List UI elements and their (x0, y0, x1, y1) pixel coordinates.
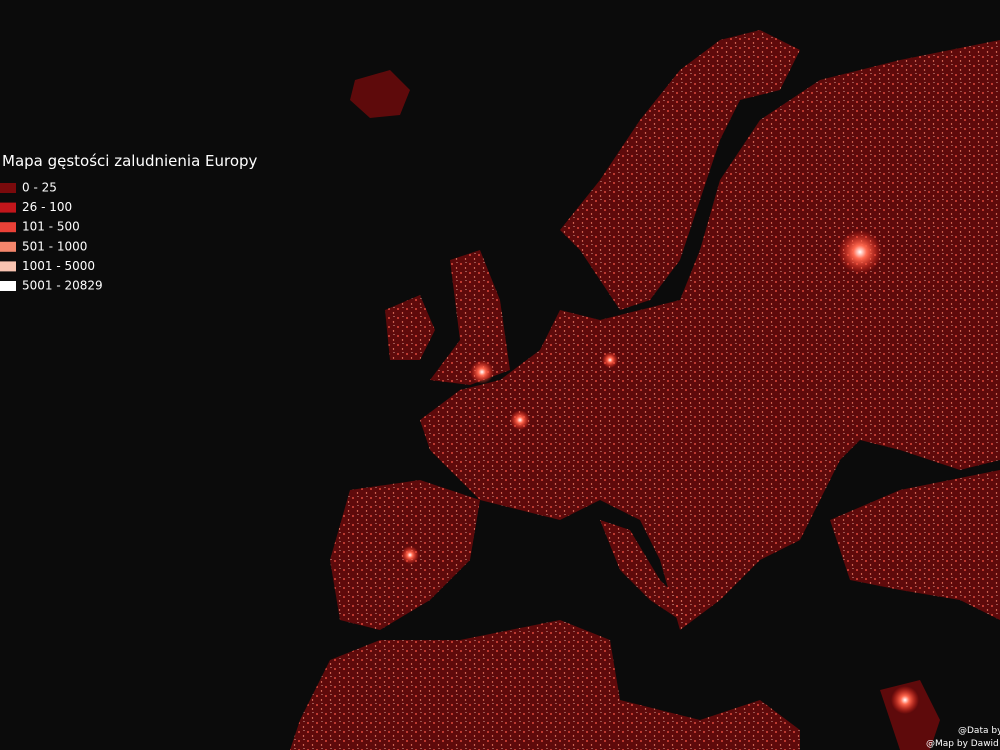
city-glows (401, 230, 919, 714)
legend-swatch (0, 281, 16, 291)
density-dots (290, 30, 1000, 750)
legend-label: 1001 - 5000 (22, 259, 95, 273)
legend-swatch (0, 241, 16, 252)
legend-label: 0 - 25 (22, 181, 57, 195)
legend-label: 101 - 500 (22, 220, 80, 234)
legend-swatch (0, 261, 16, 272)
legend: 0 - 25 26 - 100 101 - 500 501 - 1000 1001 - … (0, 181, 103, 293)
legend-swatch (0, 183, 16, 193)
legend-label: 501 - 1000 (22, 239, 87, 253)
map-title: Mapa gęstości zaludnienia Europy (2, 152, 258, 170)
legend-swatch (0, 222, 16, 233)
legend-label: 5001 - 20829 (22, 279, 103, 293)
legend-label: 26 - 100 (22, 200, 72, 214)
legend-swatch (0, 202, 16, 213)
data-credit: @Data by GE (958, 726, 1000, 736)
map-credit: @Map by Dawid Ro (926, 739, 1000, 749)
